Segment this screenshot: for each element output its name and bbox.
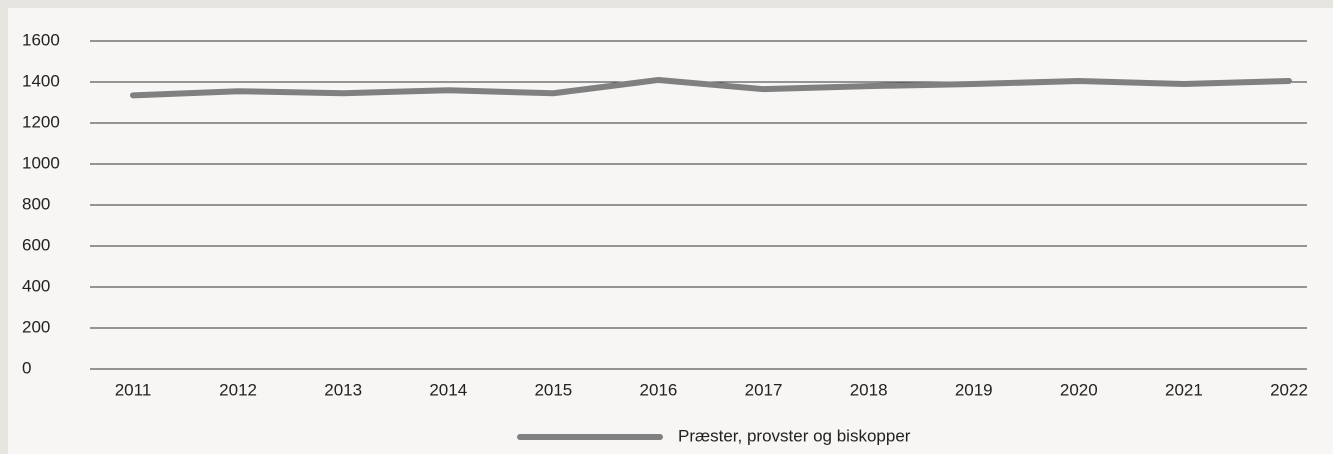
x-tick-label: 2012 xyxy=(219,380,257,399)
x-tick-label: 2016 xyxy=(640,380,678,399)
y-tick-label: 200 xyxy=(22,317,50,336)
y-tick-label: 600 xyxy=(22,235,50,254)
y-tick-label: 1000 xyxy=(22,153,60,172)
x-tick-label: 2015 xyxy=(534,380,572,399)
y-tick-label: 0 xyxy=(22,358,31,377)
x-tick-label: 2013 xyxy=(324,380,362,399)
y-tick-label: 800 xyxy=(22,194,50,213)
x-tick-label: 2020 xyxy=(1060,380,1098,399)
x-tick-label: 2018 xyxy=(850,380,888,399)
x-tick-label: 2019 xyxy=(955,380,993,399)
x-tick-label: 2021 xyxy=(1165,380,1203,399)
y-tick-label: 1200 xyxy=(22,112,60,131)
x-tick-label: 2017 xyxy=(745,380,783,399)
x-tick-label: 2022 xyxy=(1270,380,1308,399)
legend-label: Præster, provster og biskopper xyxy=(678,426,911,445)
y-tick-label: 1400 xyxy=(22,71,60,90)
x-tick-label: 2014 xyxy=(429,380,467,399)
x-tick-label: 2011 xyxy=(115,380,152,399)
y-tick-label: 1600 xyxy=(22,30,60,49)
series-line xyxy=(130,76,1292,99)
y-tick-label: 400 xyxy=(22,276,50,295)
